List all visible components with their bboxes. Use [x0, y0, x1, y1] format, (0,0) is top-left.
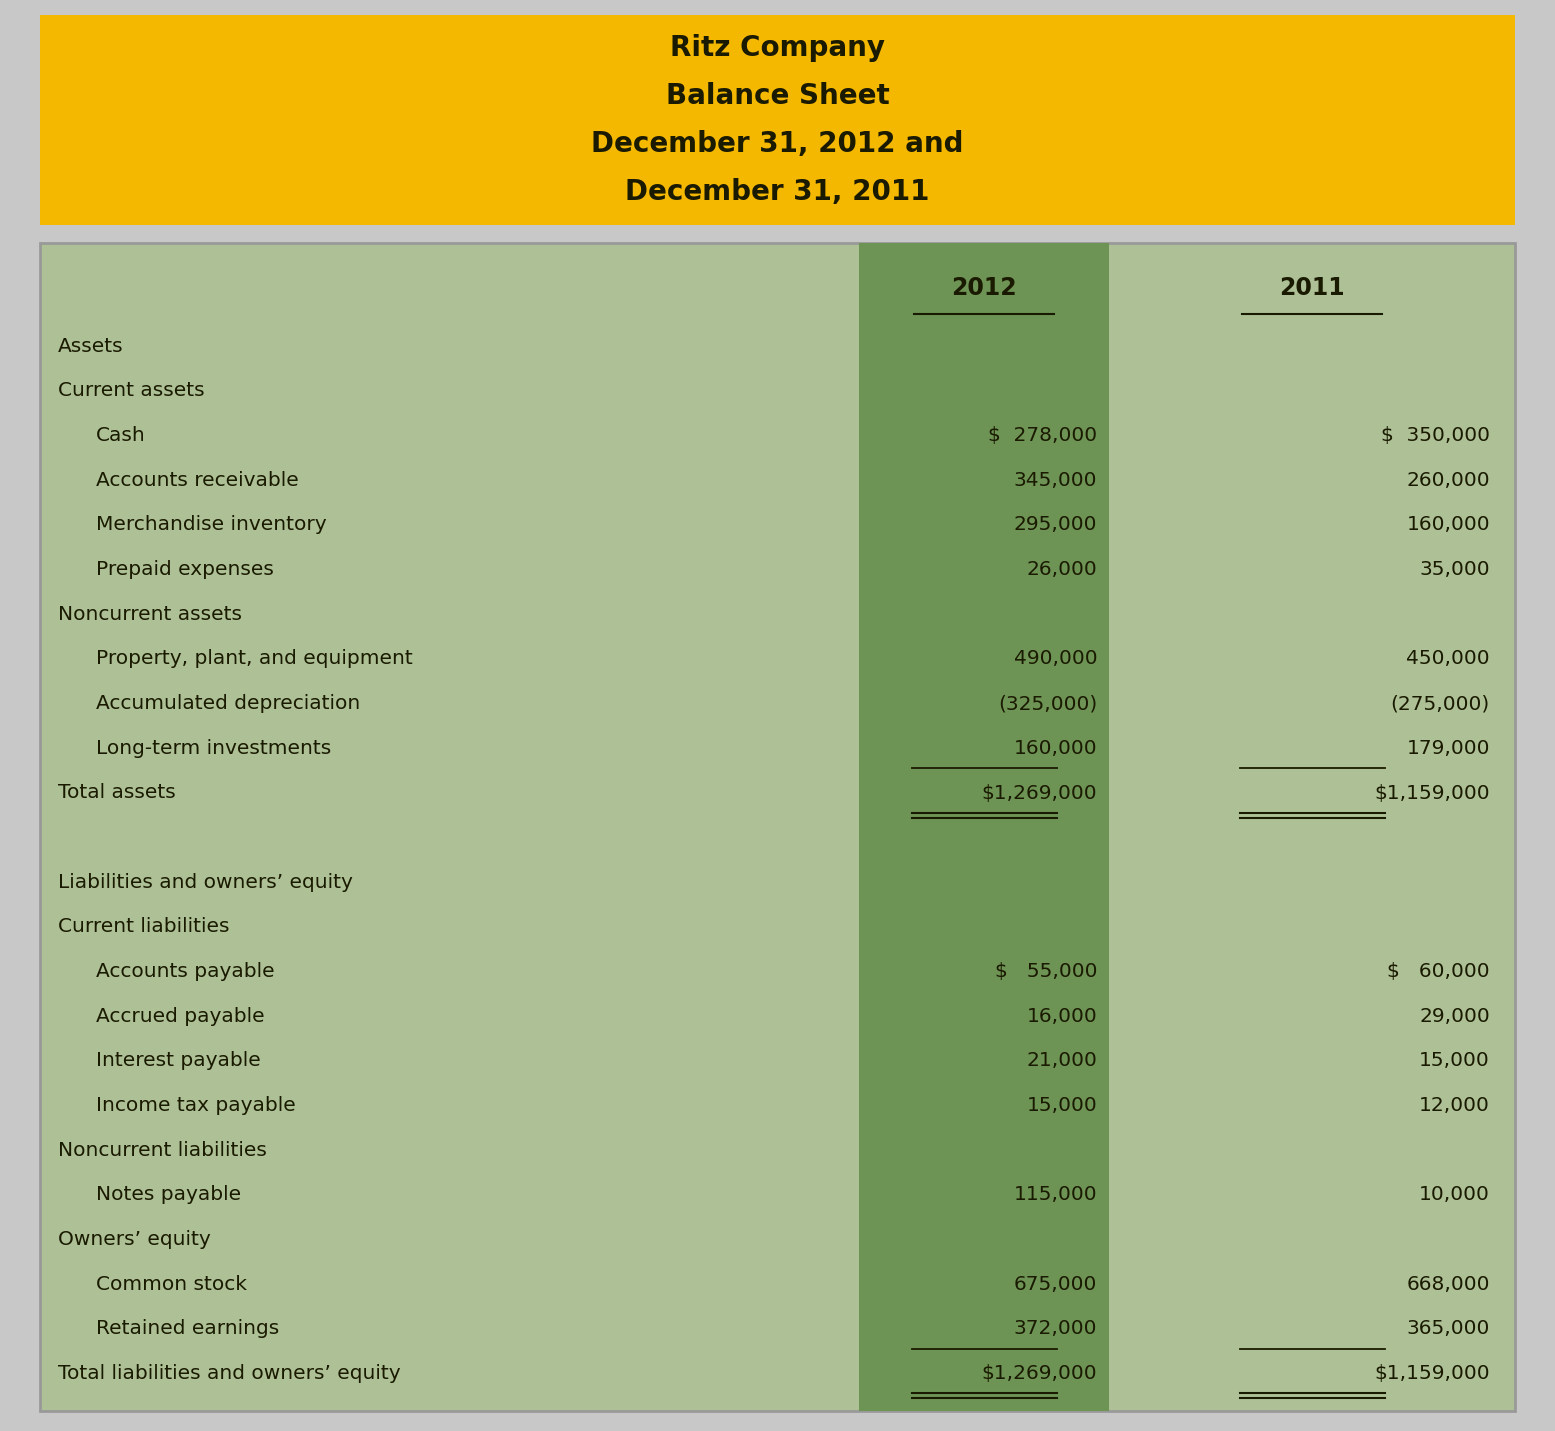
- Text: 29,000: 29,000: [1420, 1007, 1490, 1026]
- Text: 21,000: 21,000: [1026, 1052, 1098, 1070]
- Text: Income tax payable: Income tax payable: [96, 1096, 295, 1115]
- Text: Common stock: Common stock: [96, 1275, 247, 1294]
- Text: Merchandise inventory: Merchandise inventory: [96, 515, 327, 535]
- Text: Ritz Company: Ritz Company: [670, 34, 885, 62]
- Text: Interest payable: Interest payable: [96, 1052, 261, 1070]
- Text: Property, plant, and equipment: Property, plant, and equipment: [96, 650, 412, 668]
- Text: 115,000: 115,000: [1014, 1185, 1098, 1205]
- Text: Total liabilities and owners’ equity: Total liabilities and owners’ equity: [58, 1364, 401, 1384]
- Text: Assets: Assets: [58, 336, 124, 356]
- Text: Accumulated depreciation: Accumulated depreciation: [96, 694, 361, 713]
- Text: $  278,000: $ 278,000: [989, 426, 1098, 445]
- Text: $1,159,000: $1,159,000: [1375, 784, 1490, 803]
- Text: Current assets: Current assets: [58, 382, 205, 401]
- Text: 160,000: 160,000: [1406, 515, 1490, 535]
- Text: 10,000: 10,000: [1420, 1185, 1490, 1205]
- Text: 2011: 2011: [1280, 276, 1345, 301]
- Bar: [858, 243, 1109, 1411]
- Text: Accounts payable: Accounts payable: [96, 962, 275, 982]
- Text: $   60,000: $ 60,000: [1387, 962, 1490, 982]
- Text: $1,269,000: $1,269,000: [981, 784, 1098, 803]
- Text: Liabilities and owners’ equity: Liabilities and owners’ equity: [58, 873, 353, 892]
- Text: Accounts receivable: Accounts receivable: [96, 471, 299, 489]
- Text: Balance Sheet: Balance Sheet: [666, 82, 889, 110]
- Text: 345,000: 345,000: [1014, 471, 1098, 489]
- Text: 16,000: 16,000: [1026, 1007, 1098, 1026]
- Text: $1,159,000: $1,159,000: [1375, 1364, 1490, 1384]
- Text: December 31, 2011: December 31, 2011: [625, 177, 930, 206]
- Text: 179,000: 179,000: [1407, 738, 1490, 758]
- Text: Notes payable: Notes payable: [96, 1185, 241, 1205]
- Text: (325,000): (325,000): [998, 694, 1098, 713]
- Text: 12,000: 12,000: [1420, 1096, 1490, 1115]
- Text: 260,000: 260,000: [1406, 471, 1490, 489]
- Text: 295,000: 295,000: [1014, 515, 1098, 535]
- Text: 160,000: 160,000: [1014, 738, 1098, 758]
- Text: 15,000: 15,000: [1420, 1052, 1490, 1070]
- Bar: [40, 14, 1515, 225]
- Text: Prepaid expenses: Prepaid expenses: [96, 560, 274, 580]
- Text: 372,000: 372,000: [1014, 1319, 1098, 1338]
- Text: Long-term investments: Long-term investments: [96, 738, 331, 758]
- Text: 35,000: 35,000: [1420, 560, 1490, 580]
- Bar: [40, 243, 1515, 1411]
- Text: Noncurrent assets: Noncurrent assets: [58, 605, 243, 624]
- Text: December 31, 2012 and: December 31, 2012 and: [591, 130, 964, 157]
- Text: 2012: 2012: [952, 276, 1017, 301]
- Text: Current liabilities: Current liabilities: [58, 917, 230, 936]
- Text: $   55,000: $ 55,000: [995, 962, 1098, 982]
- Text: (275,000): (275,000): [1390, 694, 1490, 713]
- Text: $  350,000: $ 350,000: [1381, 426, 1490, 445]
- Text: 26,000: 26,000: [1026, 560, 1098, 580]
- Text: 490,000: 490,000: [1014, 650, 1098, 668]
- Text: 365,000: 365,000: [1407, 1319, 1490, 1338]
- Text: $1,269,000: $1,269,000: [981, 1364, 1098, 1384]
- Text: Retained earnings: Retained earnings: [96, 1319, 280, 1338]
- Text: Cash: Cash: [96, 426, 146, 445]
- Text: 668,000: 668,000: [1407, 1275, 1490, 1294]
- Text: Total assets: Total assets: [58, 784, 176, 803]
- Text: 675,000: 675,000: [1014, 1275, 1098, 1294]
- Text: 450,000: 450,000: [1406, 650, 1490, 668]
- Text: 15,000: 15,000: [1026, 1096, 1098, 1115]
- Text: Owners’ equity: Owners’ equity: [58, 1231, 211, 1249]
- Text: Noncurrent liabilities: Noncurrent liabilities: [58, 1141, 267, 1161]
- Text: Accrued payable: Accrued payable: [96, 1007, 264, 1026]
